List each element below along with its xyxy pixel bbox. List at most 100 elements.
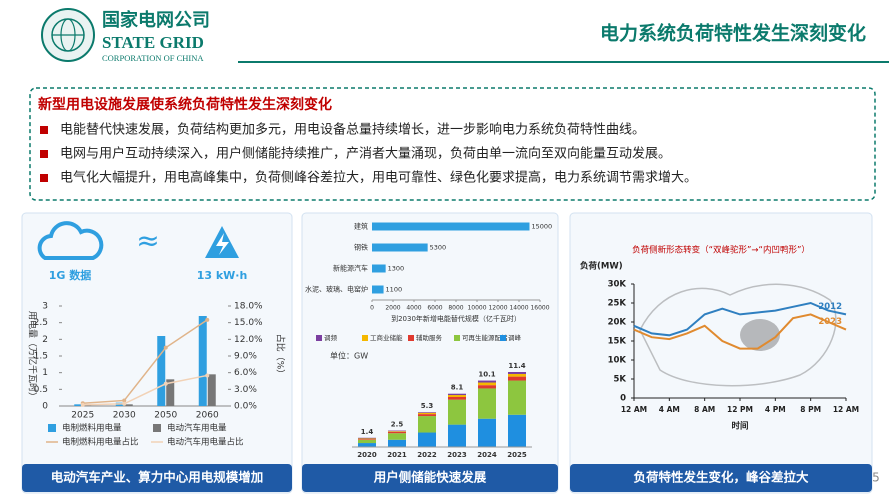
x-tick-label: 12 AM: [621, 405, 647, 414]
y2-tick-label: 6.0%: [234, 368, 257, 378]
x-axis-title: 时间: [731, 421, 748, 432]
bar-segment: [508, 380, 526, 415]
total-label: 11.4: [508, 362, 525, 370]
line-point: [205, 373, 210, 378]
sketch-head: [740, 319, 780, 351]
y-tick-label: 2.5: [34, 318, 48, 328]
bar-segment: [418, 416, 436, 433]
category-label: 新能源汽车: [333, 264, 368, 273]
bar-segment: [418, 412, 436, 413]
x-tick-label: 2060: [196, 411, 219, 421]
bar-segment: [478, 388, 496, 419]
bar: [124, 404, 133, 406]
bar-segment: [448, 397, 466, 400]
bar-segment: [388, 431, 406, 434]
legend-label: 调峰: [508, 333, 522, 342]
camel-duck-sketch: [639, 283, 837, 387]
y-tick-label: 0: [42, 402, 48, 412]
y-axis-title: 负荷(MW): [580, 261, 623, 272]
bullet-text: 电能替代快速发展，负荷结构更加多元，用电设备总量持续增长，进一步影响电力系统负荷…: [60, 122, 645, 138]
total-label: 10.1: [478, 371, 495, 379]
legend-label: 调频: [324, 333, 338, 342]
legend-label: 电制燃料用电量: [62, 423, 122, 434]
load-curve: [633, 313, 847, 350]
series-label: 2023: [818, 317, 842, 327]
bullet-text: 电气化大幅提升，用电高峰集中，负荷侧峰谷差拉大，用电可靠性、绿色化要求提高，电力…: [60, 170, 697, 186]
x-tick-label: 12000: [488, 305, 507, 312]
legend-label: 电动汽车用电量: [167, 423, 227, 434]
bar: [207, 374, 216, 406]
bar-segment: [358, 439, 376, 440]
line-point: [122, 398, 127, 403]
icon-label: 13 kW·h: [197, 269, 248, 282]
bar-segment: [478, 382, 496, 386]
bar: [166, 379, 175, 406]
bar-segment: [358, 443, 376, 447]
panel-caption: 电动汽车产业、算力中心用电规模增加: [51, 470, 264, 485]
legend-swatch: [500, 335, 506, 341]
y2-tick-label: 15.0%: [234, 318, 263, 328]
value-label: 1300: [388, 265, 405, 273]
bar-segment: [358, 438, 376, 440]
bar-segment: [448, 399, 466, 425]
bullet-marker: [40, 126, 48, 134]
category-label: 水泥、玻璃、电窑炉: [305, 285, 368, 294]
y2-tick-label: 0.0%: [234, 402, 257, 412]
x-tick-label: 16000: [530, 305, 549, 312]
legend-label: 辅助服务: [416, 333, 443, 342]
x-tick-label: 2020: [357, 451, 377, 459]
y-axis-title: 用电量（万亿千瓦时）: [27, 311, 39, 401]
x-tick-label: 8 AM: [694, 405, 715, 414]
x-tick-label: 14000: [509, 305, 528, 312]
y2-tick-label: 12.0%: [234, 335, 263, 345]
x-tick-label: 2050: [154, 411, 177, 421]
slide-title: 电力系统负荷特性发生深刻变化: [600, 22, 866, 45]
bar-segment: [508, 373, 526, 377]
icon-label: 1G 数据: [49, 268, 92, 282]
legend-swatch: [408, 335, 414, 341]
logo: 国家电网公司 STATE GRID CORPORATION OF CHINA: [41, 8, 210, 63]
bar-segment: [478, 418, 496, 447]
x-axis-title: 到2030年新增电能替代规模（亿千瓦时）: [391, 314, 521, 323]
legend-swatch: [48, 424, 56, 432]
total-label: 8.1: [451, 384, 464, 392]
category-label: 建筑: [354, 222, 368, 231]
bar-segment: [418, 412, 436, 415]
x-tick-label: 2023: [447, 451, 467, 459]
x-tick-label: 0: [370, 305, 374, 312]
caption-bar: [302, 464, 558, 492]
approx-sign: ≈: [136, 224, 159, 257]
total-label: 2.5: [391, 421, 404, 429]
x-tick-label: 12 AM: [833, 405, 859, 414]
x-tick-label: 4 AM: [659, 405, 680, 414]
legend-swatch: [316, 335, 322, 341]
logo-sub: CORPORATION OF CHINA: [102, 53, 204, 63]
x-tick-label: 2024: [477, 451, 497, 459]
line: [82, 319, 208, 404]
y-tick-label: 5K: [613, 375, 626, 385]
total-label: 5.3: [421, 402, 434, 410]
logo-en: STATE GRID: [102, 33, 204, 52]
total-label: 1.4: [361, 428, 374, 436]
y-tick-label: 1.5: [34, 352, 48, 362]
y-tick-label: 30K: [608, 280, 627, 290]
x-tick-label: 2030: [113, 411, 136, 421]
series-label: 2012: [818, 302, 842, 312]
bar: [372, 285, 384, 294]
legend-swatch: [362, 335, 368, 341]
box-heading: 新型用电设施发展使系统负荷特性发生深刻变化: [38, 96, 332, 113]
load-curve: [633, 301, 847, 337]
cloud-icon: [37, 221, 104, 260]
panel-caption: 负荷特性发生变化，峰谷差拉大: [633, 470, 809, 485]
bar: [83, 405, 92, 406]
bar: [74, 404, 83, 406]
power-icon: [216, 233, 229, 255]
bullet-list: 电能替代快速发展，负荷结构更加多元，用电设备总量持续增长，进一步影响电力系统负荷…: [40, 122, 697, 186]
value-label: 1100: [386, 286, 403, 294]
x-tick-label: 8000: [448, 305, 463, 312]
legend-label: 工商业储能: [370, 333, 403, 342]
caption-bar: [570, 464, 872, 492]
y-tick-label: 0: [620, 394, 626, 404]
legend-label: 可再生能源配储: [462, 333, 508, 342]
x-tick-label: 10000: [467, 305, 486, 312]
